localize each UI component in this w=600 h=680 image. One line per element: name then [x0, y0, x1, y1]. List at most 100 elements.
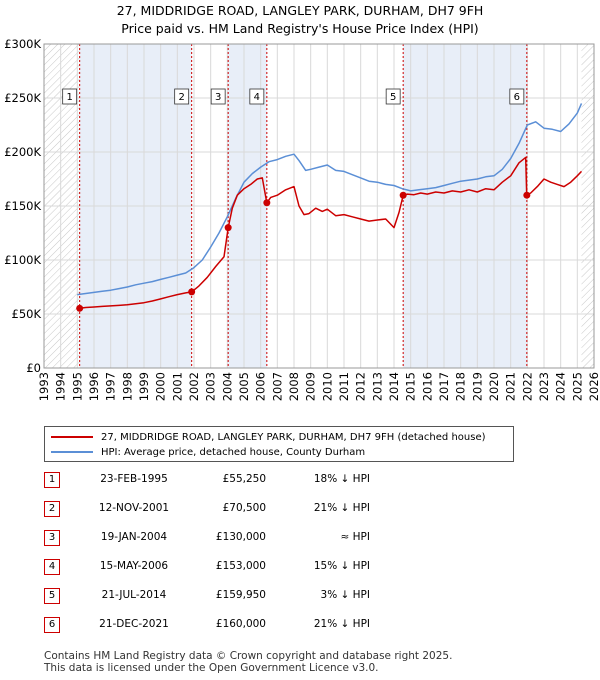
sale-number-badge: 2 — [44, 501, 60, 517]
sale-hpi-diff: 21% ↓ HPI — [313, 618, 370, 630]
sale-date: 21-JUL-2014 — [101, 589, 167, 601]
sale-price: £160,000 — [215, 618, 266, 630]
legend-swatch-hpi — [51, 451, 93, 453]
x-tick-label: 2021 — [504, 372, 518, 401]
x-tick-label: 2018 — [454, 372, 468, 401]
sale-number-box — [509, 88, 525, 105]
x-tick-label: 2006 — [254, 372, 268, 401]
sale-hpi-diff: 18% ↓ HPI — [313, 473, 370, 485]
sale-number-badge: 6 — [44, 617, 60, 633]
sale-hpi-diff: 15% ↓ HPI — [313, 560, 370, 572]
sale-hpi-diff: ≈ HPI — [340, 531, 370, 543]
footer-copyright: Contains HM Land Registry data © Crown c… — [44, 650, 453, 662]
sale-row: 5 21-JUL-2014 £159,950 3% ↓ HPI — [44, 586, 514, 606]
legend: 27, MIDDRIDGE ROAD, LANGLEY PARK, DURHAM… — [44, 426, 514, 462]
x-tick-label: 1995 — [70, 372, 84, 401]
plot-frame — [43, 43, 595, 369]
x-tick-label: 2016 — [420, 372, 434, 401]
x-tick-label: 2022 — [520, 372, 534, 401]
x-tick-label: 2004 — [220, 372, 234, 401]
sale-number-label: 6 — [514, 92, 520, 103]
sale-point — [224, 224, 232, 232]
x-tick-label: 2008 — [287, 372, 301, 401]
sale-date: 19-JAN-2004 — [100, 531, 168, 543]
sale-price: £70,500 — [222, 502, 266, 514]
x-tick-label: 2020 — [487, 372, 501, 401]
sale-point — [399, 191, 407, 199]
price-chart: 1 2 3 4 5 6 £0 £50K £100K £150K £200K £250K £300K 19… — [4, 38, 600, 401]
sale-hpi-diff: 3% ↓ HPI — [320, 589, 370, 601]
footer: Contains HM Land Registry data © Crown c… — [44, 650, 452, 674]
y-tick-label: £250K — [4, 91, 41, 105]
sale-price: £55,250 — [222, 473, 266, 485]
price-paid-series-line — [79, 156, 583, 310]
sale-price: £130,000 — [215, 531, 266, 543]
sale-point — [76, 304, 84, 312]
sale-point — [523, 191, 531, 199]
x-tick-label: 1996 — [87, 372, 101, 401]
x-tick-label: 1998 — [120, 372, 134, 401]
x-tick-label: 2001 — [170, 372, 184, 401]
x-tick-label: 2003 — [204, 372, 218, 401]
sale-point — [263, 199, 271, 207]
x-tick-label: 2026 — [587, 372, 600, 401]
legend-item-price: 27, MIDDRIDGE ROAD, LANGLEY PARK, DURHAM… — [51, 430, 486, 444]
hpi-series-line — [77, 103, 583, 296]
sale-price: £159,950 — [215, 589, 266, 601]
y-tick-label: £100K — [4, 253, 41, 267]
x-tick-label: 2015 — [404, 372, 418, 401]
y-tick-label: £150K — [4, 199, 41, 213]
x-tick-label: 2013 — [370, 372, 384, 401]
x-tick-label: 2010 — [320, 372, 334, 401]
sale-number-box — [62, 88, 78, 105]
x-tick-label: 2014 — [387, 372, 401, 401]
x-tick-label: 2007 — [270, 372, 284, 401]
x-tick-label: 2023 — [537, 372, 551, 401]
sale-date: 12-NOV-2001 — [98, 502, 170, 514]
x-tick-label: 2002 — [187, 372, 201, 401]
x-tick-label: 2012 — [354, 372, 368, 401]
x-tick-label: 2011 — [337, 372, 351, 401]
sale-number-label: 2 — [178, 92, 184, 103]
sale-row: 3 19-JAN-2004 £130,000 ≈ HPI — [44, 528, 514, 548]
chart-title: 27, MIDDRIDGE ROAD, LANGLEY PARK, DURHAM… — [0, 2, 600, 38]
sale-row: 2 12-NOV-2001 £70,500 21% ↓ HPI — [44, 499, 514, 519]
sale-number-badge: 3 — [44, 530, 60, 546]
y-tick-label: £200K — [4, 145, 41, 159]
sale-number-label: 1 — [66, 92, 72, 103]
y-tick-label: £50K — [12, 307, 42, 321]
sale-date: 15-MAY-2006 — [99, 560, 169, 572]
x-tick-label: 1993 — [37, 372, 51, 401]
sale-number-label: 5 — [390, 92, 396, 103]
x-tick-label: 1994 — [54, 372, 68, 401]
footer-licence: This data is licensed under the Open Gov… — [44, 662, 379, 674]
x-tick-label: 2024 — [554, 372, 568, 401]
y-tick-label: £0 — [26, 361, 41, 375]
sale-date: 21-DEC-2021 — [99, 618, 169, 630]
sale-number-box — [385, 88, 401, 105]
sale-number-box — [210, 88, 226, 105]
sale-row: 6 21-DEC-2021 £160,000 21% ↓ HPI — [44, 615, 514, 635]
sale-number-label: 3 — [215, 92, 221, 103]
sale-point — [188, 288, 196, 296]
legend-swatch-price — [51, 436, 93, 438]
legend-item-hpi: HPI: Average price, detached house, Coun… — [51, 445, 365, 459]
title-line-1: 27, MIDDRIDGE ROAD, LANGLEY PARK, DURHAM… — [116, 3, 484, 18]
legend-label-price: 27, MIDDRIDGE ROAD, LANGLEY PARK, DURHAM… — [101, 431, 486, 443]
x-tick-label: 2009 — [304, 372, 318, 401]
sale-date: 23-FEB-1995 — [100, 473, 168, 485]
x-tick-label: 1999 — [137, 372, 151, 401]
legend-label-hpi: HPI: Average price, detached house, Coun… — [101, 446, 366, 458]
sale-number-box — [174, 88, 190, 105]
x-tick-label: 1997 — [104, 372, 118, 401]
sale-row: 4 15-MAY-2006 £153,000 15% ↓ HPI — [44, 557, 514, 577]
sale-number-label: 4 — [254, 92, 260, 103]
y-tick-label: £300K — [4, 38, 41, 51]
x-tick-label: 2019 — [470, 372, 484, 401]
sale-row: 1 23-FEB-1995 £55,250 18% ↓ HPI — [44, 470, 514, 490]
title-line-2: Price paid vs. HM Land Registry's House … — [121, 21, 479, 36]
x-tick-label: 2005 — [237, 372, 251, 401]
sale-number-badge: 1 — [44, 472, 60, 488]
x-tick-label: 2017 — [437, 372, 451, 401]
x-tick-label: 2025 — [570, 372, 584, 401]
